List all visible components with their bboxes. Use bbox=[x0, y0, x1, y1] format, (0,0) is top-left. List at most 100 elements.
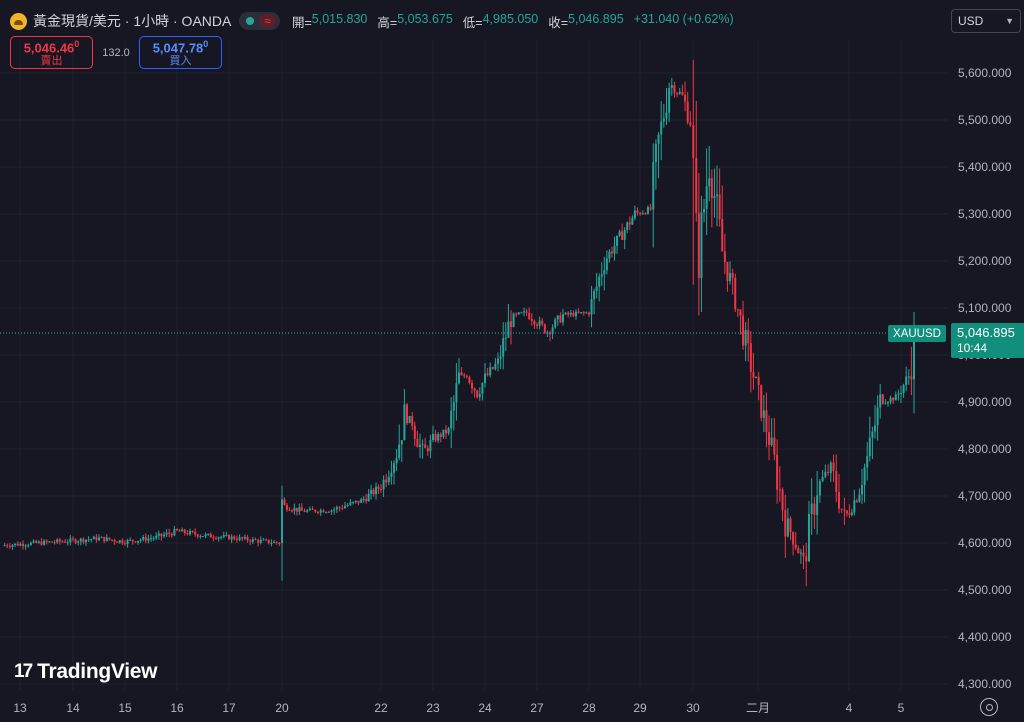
candle-body bbox=[784, 510, 787, 537]
candle-body bbox=[668, 88, 671, 113]
candle-body bbox=[3, 545, 6, 547]
candle-body bbox=[155, 535, 158, 539]
candle-body bbox=[723, 251, 726, 262]
candle-body bbox=[879, 394, 882, 408]
candle-body bbox=[907, 376, 910, 378]
candle-body bbox=[238, 537, 241, 541]
candle-body bbox=[335, 507, 338, 510]
sell-button[interactable]: 5,046.460 賣出 bbox=[10, 36, 93, 69]
chart-settings-icon[interactable] bbox=[980, 698, 998, 716]
candle-body bbox=[118, 540, 121, 543]
candle-body bbox=[265, 539, 268, 541]
y-tick-label: 5,400.000 bbox=[958, 160, 1012, 174]
y-tick-label: 5,200.000 bbox=[958, 254, 1012, 268]
candle-body bbox=[832, 462, 835, 472]
candle-body bbox=[434, 433, 437, 441]
buy-button[interactable]: 5,047.780 買入 bbox=[139, 36, 222, 69]
candle-body bbox=[695, 158, 698, 213]
candle-body bbox=[270, 542, 273, 544]
candle-body bbox=[150, 538, 152, 540]
candle-body bbox=[621, 231, 624, 240]
candle-body bbox=[773, 437, 776, 455]
candle-body bbox=[463, 375, 466, 377]
y-tick-label: 5,500.000 bbox=[958, 113, 1012, 127]
candle-body bbox=[731, 273, 734, 278]
candle-body bbox=[246, 536, 249, 541]
symbol-title[interactable]: 黃金現貨/美元 · 1小時 · OANDA bbox=[33, 13, 232, 29]
candle-body bbox=[641, 213, 644, 215]
candle-body bbox=[913, 332, 915, 380]
candle-body bbox=[450, 410, 453, 429]
candle-body bbox=[421, 444, 424, 446]
candle-body bbox=[530, 318, 533, 321]
candle-body bbox=[40, 541, 43, 545]
candle-body bbox=[507, 321, 510, 338]
candle-body bbox=[747, 329, 750, 344]
candle-body bbox=[82, 538, 85, 543]
candle-body bbox=[204, 534, 207, 537]
candle-body bbox=[228, 535, 230, 540]
candle-body bbox=[752, 372, 755, 378]
candle-body bbox=[311, 508, 314, 510]
ohlc-legend: 開= 5,015.830 高= 5,053.675 低= 4,985.050 收= 5,… bbox=[292, 12, 734, 31]
candle-body bbox=[551, 327, 554, 334]
candle-body bbox=[327, 511, 330, 513]
candle-body bbox=[207, 533, 210, 535]
candle-body bbox=[295, 507, 298, 512]
candle-body bbox=[426, 448, 429, 452]
time-axis[interactable]: 13 14 15 16 17 20 22 23 24 27 28 29 30 二月 4 5 bbox=[13, 701, 904, 715]
candle-body bbox=[249, 540, 252, 542]
candle-body bbox=[776, 454, 779, 490]
close-value: 5,046.895 bbox=[568, 11, 624, 26]
candle-body bbox=[403, 404, 406, 441]
bar-countdown: 10:44 bbox=[957, 341, 988, 355]
x-tick-label: 14 bbox=[66, 701, 80, 715]
change-value: +31.040 (+0.62%) bbox=[633, 11, 734, 26]
candle-body bbox=[861, 484, 863, 495]
currency-select[interactable]: USD ▼ bbox=[951, 9, 1021, 33]
candle-body bbox=[616, 235, 619, 246]
candle-body bbox=[341, 507, 344, 509]
candle-body bbox=[95, 536, 98, 541]
candle-body bbox=[235, 539, 238, 541]
candle-body bbox=[385, 479, 388, 483]
candle-body bbox=[905, 376, 908, 385]
candle-body bbox=[577, 311, 580, 313]
candle-body bbox=[85, 539, 87, 543]
tradingview-logo[interactable]: 17 TradingView bbox=[14, 660, 157, 684]
candle-body bbox=[818, 481, 821, 496]
market-status[interactable]: ≈ bbox=[239, 12, 280, 30]
y-tick-label: 5,600.000 bbox=[958, 66, 1012, 80]
candle-body bbox=[623, 230, 626, 240]
candle-body bbox=[549, 332, 551, 334]
candle-body bbox=[902, 384, 905, 394]
candle-body bbox=[652, 162, 655, 210]
candle-body bbox=[468, 377, 471, 383]
candle-body bbox=[131, 539, 134, 542]
candle-body bbox=[646, 207, 649, 214]
candle-body bbox=[729, 273, 732, 281]
candle-body bbox=[523, 311, 525, 313]
candle-body bbox=[424, 444, 427, 449]
candle-body bbox=[626, 222, 629, 231]
candle-body bbox=[69, 538, 72, 543]
candle-body bbox=[821, 477, 824, 482]
candle-body bbox=[824, 471, 827, 478]
candle-body bbox=[170, 533, 173, 536]
y-tick-label: 5,300.000 bbox=[958, 207, 1012, 221]
candle-body bbox=[225, 535, 228, 537]
candle-body bbox=[843, 509, 846, 511]
candle-body bbox=[365, 498, 368, 502]
price-axis[interactable]: 5,600.000 5,500.000 5,400.000 5,300.000 5,20… bbox=[958, 66, 1012, 691]
candle-body bbox=[58, 539, 61, 542]
candle-body bbox=[562, 314, 564, 323]
candle-body bbox=[598, 276, 601, 287]
candle-body bbox=[673, 85, 676, 94]
candle-body bbox=[559, 315, 562, 323]
candle-body bbox=[805, 556, 808, 562]
candle-body bbox=[900, 393, 902, 395]
candle-body bbox=[713, 196, 716, 199]
candle-body bbox=[502, 338, 505, 357]
candle-body bbox=[357, 500, 360, 503]
